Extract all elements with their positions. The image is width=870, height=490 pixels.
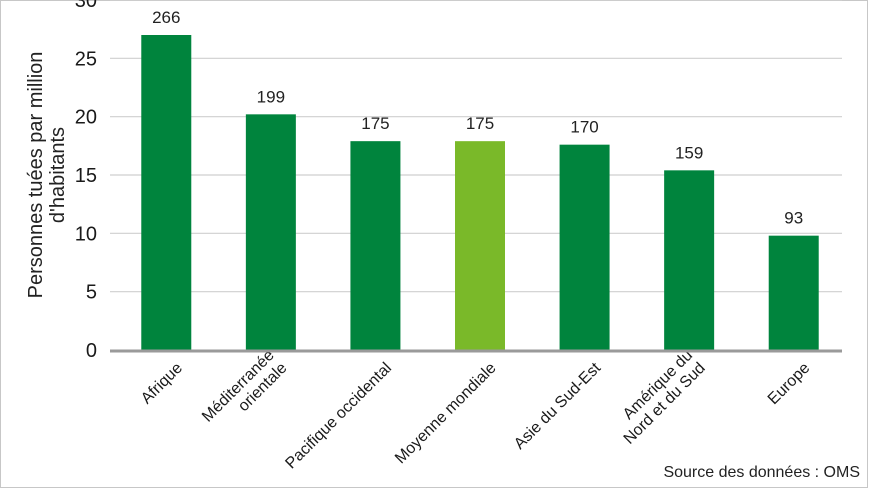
data-label: 175 [466,114,494,133]
y-tick-label: 5 [86,282,97,304]
bars [141,35,819,350]
y-axis-label-line: Personnes tuées par million [25,52,47,299]
data-label: 159 [675,143,703,162]
x-tick-label: Pacifique occidental [282,360,395,473]
x-tick-label-line: Moyenne mondiale [392,360,500,468]
x-tick-label-line: Pacifique occidental [282,360,395,473]
bar [768,235,819,350]
y-axis-label: Personnes tuées par million d'habitants [25,52,69,299]
data-label: 199 [257,87,285,106]
bar [559,144,610,350]
y-tick-label: 30 [75,0,97,12]
y-tick-label: 20 [75,107,97,129]
data-label: 175 [361,114,389,133]
source-note: Source des données : OMS [663,464,860,481]
data-label: 170 [570,118,598,137]
bar [350,141,401,350]
x-tick-label-line: Asie du Sud-Est [511,359,605,453]
data-label: 93 [784,209,803,228]
y-tick-label: 0 [86,340,97,362]
y-tick-label: 10 [75,223,97,245]
bar [141,35,192,350]
x-tick-label-line: Europe [765,360,814,409]
y-tick-label: 15 [75,165,97,187]
bar [664,170,715,350]
data-label: 266 [152,8,180,27]
x-tick-label: Europe [765,360,814,409]
x-tick-label: Asie du Sud-Est [511,359,605,453]
bar [245,114,296,350]
data-labels: 266 199 175 175 170 159 93 [152,8,803,228]
y-tick-label: 25 [75,48,97,70]
x-tick-label: Afrique [138,360,186,408]
y-axis-ticks: 0 5 10 15 20 25 30 [75,0,97,362]
y-axis-label-line: d'habitants [47,127,69,223]
x-tick-label-line: Afrique [138,360,186,408]
x-tick-label: Moyenne mondiale [392,360,500,468]
bar [455,141,505,350]
